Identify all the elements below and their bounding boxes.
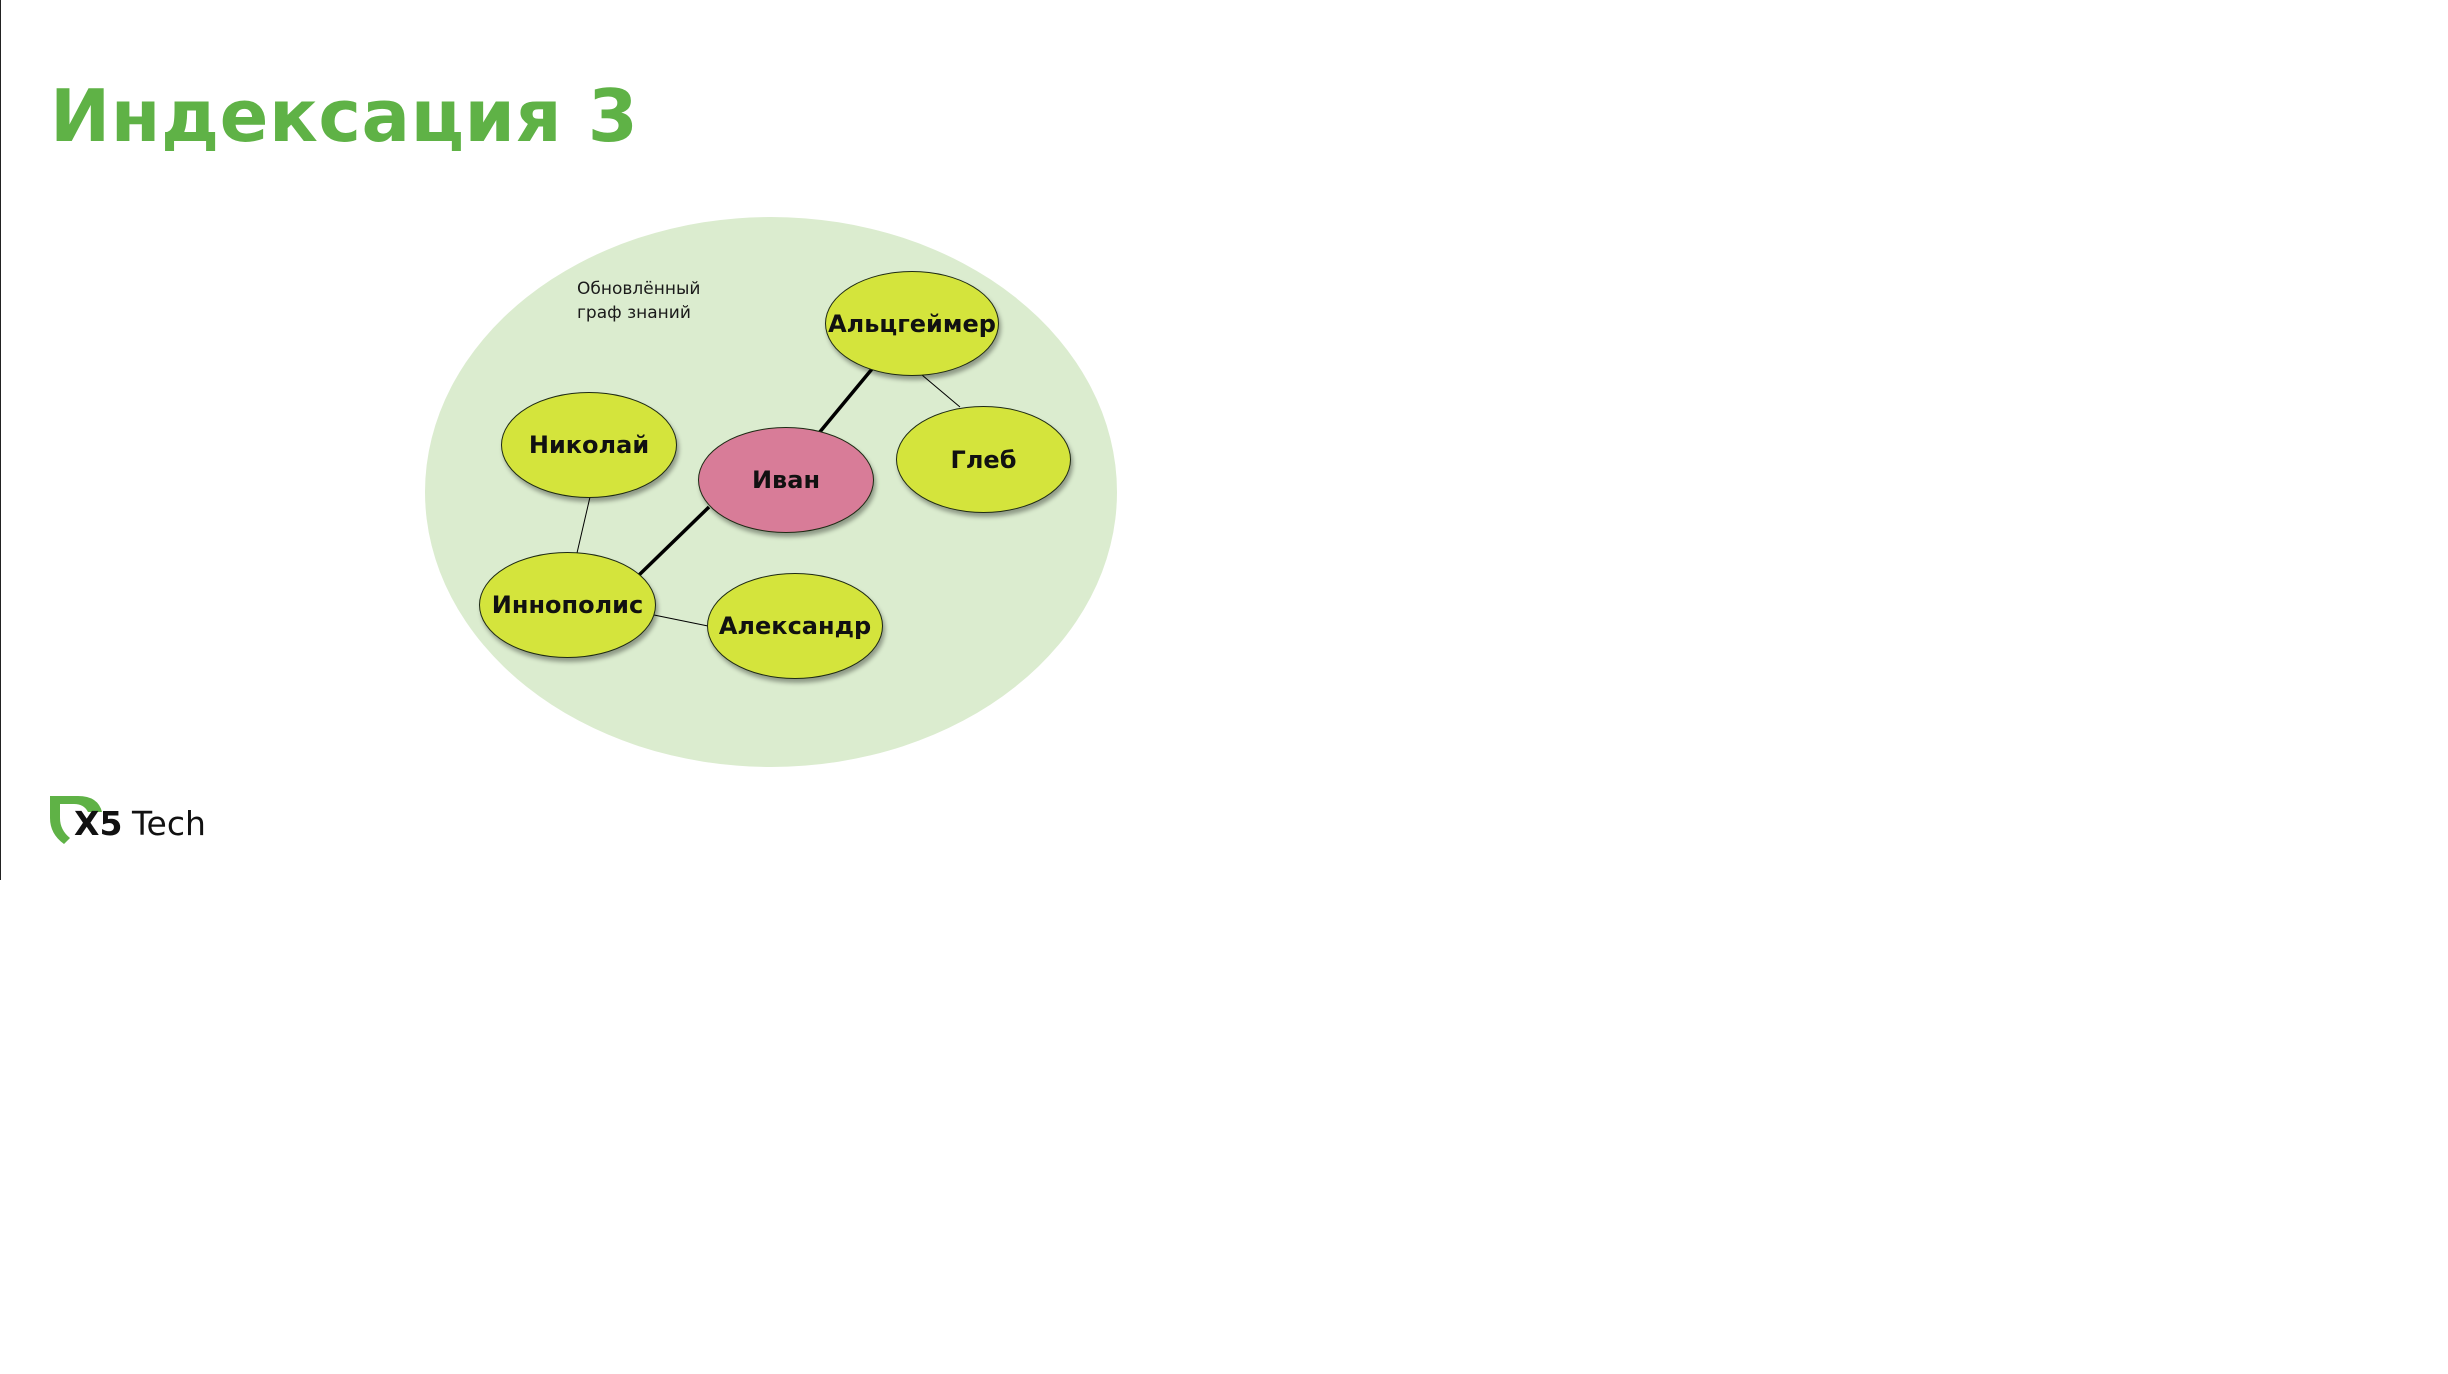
edge-ivan-innopolis (637, 505, 711, 577)
node-innopolis: Иннополис (479, 552, 656, 658)
node-gleb: Глеб (896, 406, 1071, 513)
logo-x5-text: X5 (74, 804, 123, 843)
edge-alzheimer-gleb (921, 374, 961, 408)
slide-left-border (0, 0, 1, 880)
x5-tech-logo: X5 Tech (48, 794, 248, 848)
page-title: Индексация 3 (50, 74, 639, 158)
edge-nikolay-innopolis (576, 496, 591, 554)
node-alzheimer: Альцгеймер (825, 271, 999, 376)
node-ivan: Иван (698, 427, 874, 533)
node-nikolay: Николай (501, 392, 677, 498)
edge-innopolis-alexander (653, 614, 709, 627)
logo-tech-text: Tech (132, 804, 206, 843)
x5-leaf-icon (50, 796, 102, 844)
edge-ivan-alzheimer (817, 367, 874, 435)
graph-caption: Обновлённый граф знаний (577, 279, 701, 323)
node-alexander: Александр (707, 573, 883, 679)
